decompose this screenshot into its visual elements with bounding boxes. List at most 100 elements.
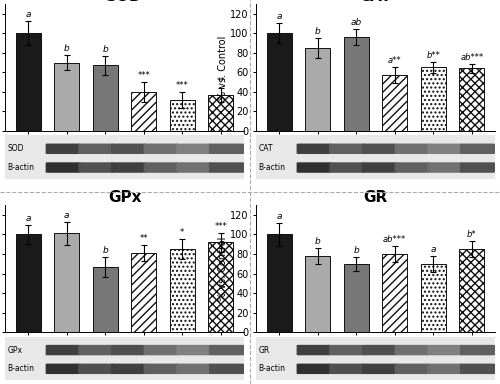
FancyBboxPatch shape	[144, 364, 178, 374]
Bar	[382, 254, 407, 332]
FancyBboxPatch shape	[296, 364, 332, 374]
Bar	[170, 100, 195, 131]
Text: b: b	[102, 45, 108, 54]
FancyBboxPatch shape	[144, 345, 178, 355]
FancyBboxPatch shape	[209, 364, 244, 374]
FancyBboxPatch shape	[330, 162, 364, 173]
Bar	[92, 65, 118, 131]
FancyBboxPatch shape	[176, 144, 212, 154]
Bar	[266, 33, 291, 131]
Text: ***: ***	[214, 222, 228, 230]
Text: ab***: ab***	[383, 235, 406, 244]
Bar	[54, 233, 79, 332]
Text: ab***: ab***	[460, 53, 483, 61]
Text: b: b	[315, 27, 320, 36]
FancyBboxPatch shape	[362, 364, 397, 374]
FancyBboxPatch shape	[78, 144, 114, 154]
Text: SOD: SOD	[8, 144, 24, 153]
Text: a: a	[64, 211, 70, 220]
Text: CAT: CAT	[258, 144, 273, 153]
FancyBboxPatch shape	[296, 144, 332, 154]
Text: b: b	[64, 44, 70, 53]
FancyBboxPatch shape	[330, 364, 364, 374]
FancyBboxPatch shape	[78, 364, 114, 374]
Text: ***: ***	[138, 71, 150, 80]
FancyBboxPatch shape	[46, 364, 80, 374]
FancyBboxPatch shape	[394, 162, 430, 173]
Title: CAT: CAT	[360, 0, 392, 4]
FancyBboxPatch shape	[428, 345, 462, 355]
Bar	[382, 75, 407, 131]
FancyBboxPatch shape	[111, 144, 146, 154]
Bar	[16, 235, 40, 332]
Text: GR: GR	[258, 346, 270, 354]
Bar	[305, 256, 330, 332]
Bar	[421, 68, 446, 131]
Text: b**: b**	[426, 51, 440, 60]
Text: B-actin: B-actin	[258, 364, 285, 373]
FancyBboxPatch shape	[394, 345, 430, 355]
FancyBboxPatch shape	[394, 144, 430, 154]
Bar	[132, 253, 156, 332]
Title: SOD: SOD	[106, 0, 143, 4]
Bar	[344, 37, 368, 131]
Y-axis label: % vs. Control: % vs. Control	[218, 35, 228, 99]
Text: a: a	[26, 214, 31, 223]
FancyBboxPatch shape	[46, 162, 80, 173]
Text: b: b	[102, 246, 108, 255]
Text: b: b	[315, 237, 320, 246]
FancyBboxPatch shape	[362, 345, 397, 355]
Title: GPx: GPx	[108, 190, 142, 205]
Text: ab: ab	[350, 18, 362, 27]
Text: *: *	[180, 228, 184, 237]
FancyBboxPatch shape	[176, 364, 212, 374]
FancyBboxPatch shape	[78, 345, 114, 355]
FancyBboxPatch shape	[460, 144, 495, 154]
FancyBboxPatch shape	[460, 364, 495, 374]
FancyBboxPatch shape	[111, 364, 146, 374]
FancyBboxPatch shape	[46, 345, 80, 355]
FancyBboxPatch shape	[209, 162, 244, 173]
FancyBboxPatch shape	[394, 364, 430, 374]
FancyBboxPatch shape	[296, 345, 332, 355]
FancyBboxPatch shape	[111, 345, 146, 355]
FancyBboxPatch shape	[176, 162, 212, 173]
FancyBboxPatch shape	[362, 144, 397, 154]
FancyBboxPatch shape	[428, 144, 462, 154]
Bar	[421, 264, 446, 332]
FancyBboxPatch shape	[330, 345, 364, 355]
Text: a**: a**	[388, 56, 402, 65]
FancyBboxPatch shape	[144, 162, 178, 173]
FancyBboxPatch shape	[460, 162, 495, 173]
Bar	[208, 242, 234, 332]
Text: ***: ***	[176, 81, 188, 90]
Text: a: a	[26, 10, 31, 20]
FancyBboxPatch shape	[296, 162, 332, 173]
Bar	[16, 33, 40, 131]
FancyBboxPatch shape	[111, 162, 146, 173]
Y-axis label: % vs. Control: % vs. Control	[218, 237, 228, 301]
Bar	[208, 95, 234, 131]
Title: GR: GR	[364, 190, 388, 205]
FancyBboxPatch shape	[330, 144, 364, 154]
Bar	[305, 48, 330, 131]
Text: B-actin: B-actin	[8, 163, 34, 172]
Text: b*: b*	[467, 230, 476, 239]
FancyBboxPatch shape	[460, 345, 495, 355]
Bar	[170, 249, 195, 332]
Bar	[266, 235, 291, 332]
FancyBboxPatch shape	[46, 144, 80, 154]
FancyBboxPatch shape	[209, 144, 244, 154]
Text: B-actin: B-actin	[258, 163, 285, 172]
Text: b: b	[354, 246, 359, 255]
FancyBboxPatch shape	[428, 162, 462, 173]
Bar	[92, 267, 118, 332]
FancyBboxPatch shape	[144, 144, 178, 154]
FancyBboxPatch shape	[362, 162, 397, 173]
Bar	[460, 68, 484, 131]
Text: B-actin: B-actin	[8, 364, 34, 373]
Bar	[344, 264, 368, 332]
FancyBboxPatch shape	[209, 345, 244, 355]
Text: **: **	[140, 234, 148, 243]
Bar	[132, 92, 156, 131]
